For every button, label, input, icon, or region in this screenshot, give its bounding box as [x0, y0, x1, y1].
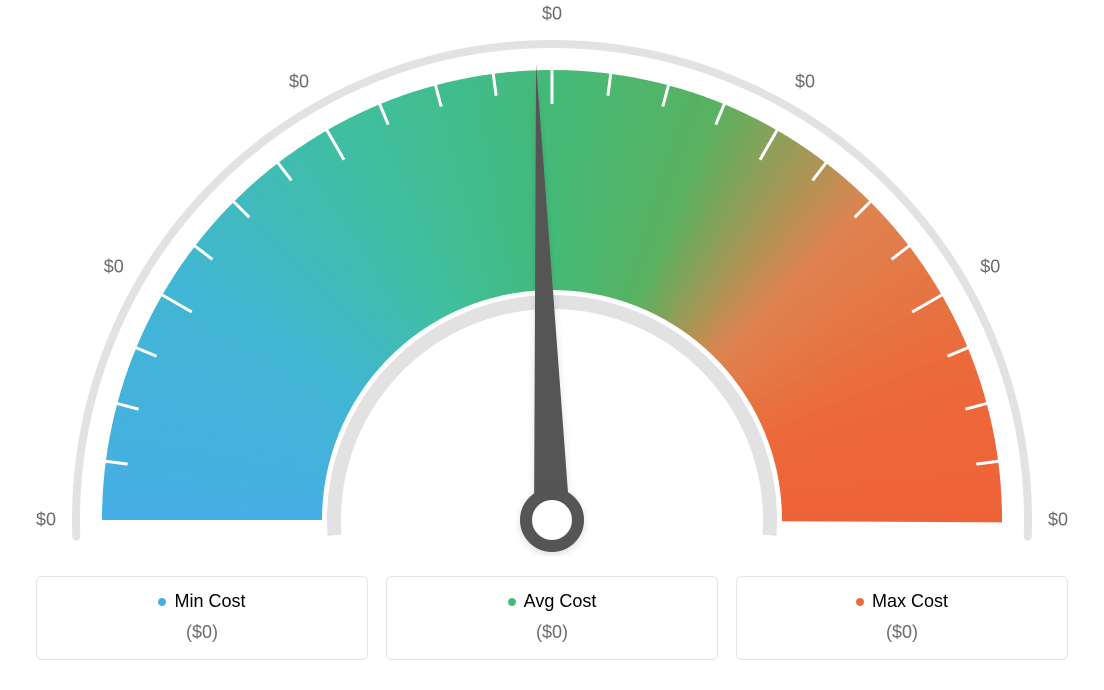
- gauge-scale-label: $0: [289, 71, 309, 92]
- legend-dot-max: [856, 598, 864, 606]
- legend-card-avg: Avg Cost ($0): [386, 576, 718, 660]
- gauge-scale-label: $0: [104, 257, 124, 278]
- legend-label-min: Min Cost: [174, 591, 245, 612]
- legend-dot-min: [158, 598, 166, 606]
- legend-card-max: Max Cost ($0): [736, 576, 1068, 660]
- gauge-scale-label: $0: [36, 510, 56, 531]
- legend-title-max: Max Cost: [856, 591, 948, 612]
- cost-gauge-container: $0 $0 $0 $0 $0 $0 $0 Min Cost ($0) Avg Cost ($…: [0, 0, 1104, 690]
- legend-label-avg: Avg Cost: [524, 591, 597, 612]
- gauge-chart: $0 $0 $0 $0 $0 $0 $0: [0, 0, 1104, 560]
- gauge-svg: [0, 0, 1104, 560]
- legend-title-avg: Avg Cost: [508, 591, 597, 612]
- legend-dot-avg: [508, 598, 516, 606]
- legend-row: Min Cost ($0) Avg Cost ($0) Max Cost ($0…: [36, 576, 1068, 660]
- legend-value-min: ($0): [37, 622, 367, 643]
- legend-value-avg: ($0): [387, 622, 717, 643]
- gauge-scale-label: $0: [542, 4, 562, 25]
- legend-title-min: Min Cost: [158, 591, 245, 612]
- legend-value-max: ($0): [737, 622, 1067, 643]
- legend-card-min: Min Cost ($0): [36, 576, 368, 660]
- legend-label-max: Max Cost: [872, 591, 948, 612]
- gauge-scale-label: $0: [1048, 510, 1068, 531]
- gauge-scale-label: $0: [795, 71, 815, 92]
- gauge-scale-label: $0: [980, 257, 1000, 278]
